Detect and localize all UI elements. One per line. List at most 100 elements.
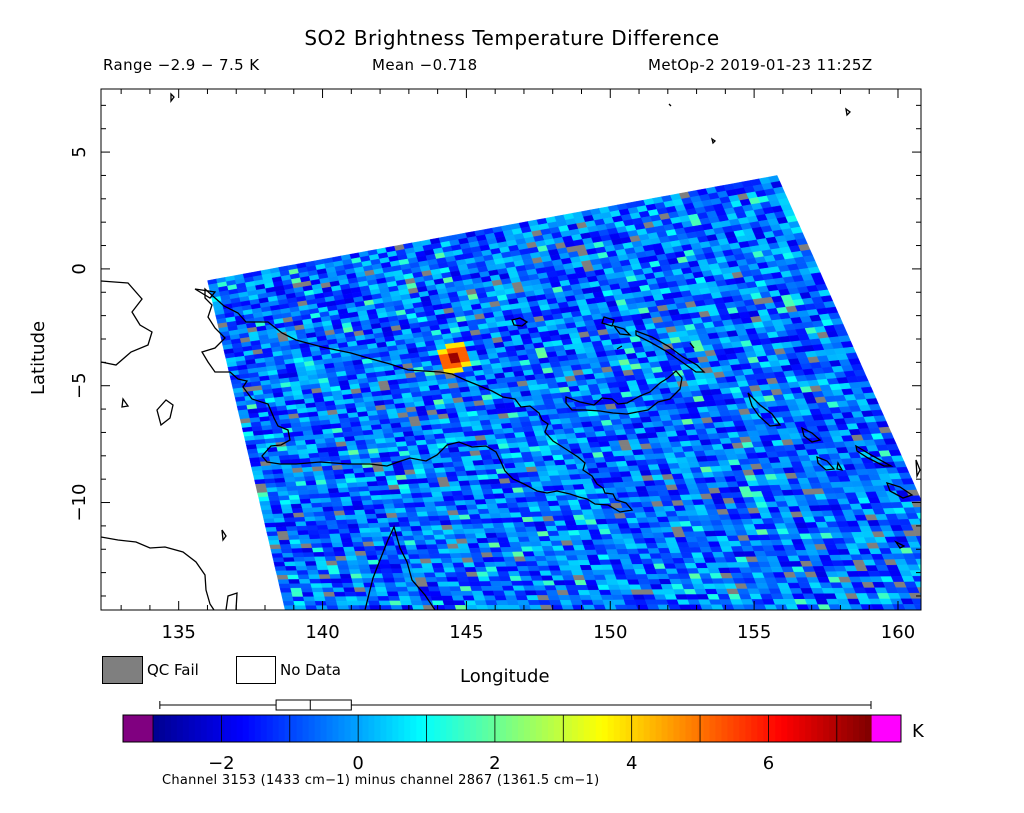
swath-pixel bbox=[502, 457, 515, 465]
swath-pixel bbox=[644, 511, 658, 518]
swath-pixel bbox=[404, 540, 417, 546]
swath-pixel bbox=[350, 495, 363, 502]
swath-pixel bbox=[606, 579, 619, 586]
swath-pixel bbox=[324, 556, 337, 562]
swath-pixel bbox=[574, 489, 587, 496]
swath-pixel bbox=[602, 539, 616, 545]
swath-pixel bbox=[345, 477, 358, 484]
swath-pixel bbox=[668, 547, 682, 554]
swath-pixel bbox=[386, 479, 399, 486]
swath-pixel bbox=[388, 596, 401, 602]
swath-pixel bbox=[402, 535, 415, 542]
swath-pixel bbox=[599, 559, 612, 566]
swath-pixel bbox=[946, 604, 959, 610]
swath-pixel bbox=[637, 579, 651, 585]
swath-pixel bbox=[352, 582, 365, 588]
swath-pixel bbox=[483, 527, 497, 534]
swath-pixel bbox=[445, 538, 458, 545]
swath-pixel bbox=[273, 561, 286, 567]
swath-pixel bbox=[359, 568, 372, 575]
swath-pixel bbox=[585, 549, 598, 556]
swath-pixel bbox=[342, 582, 355, 588]
swath-pixel bbox=[417, 516, 430, 522]
swath-pixel bbox=[463, 562, 476, 568]
swath-pixel bbox=[553, 459, 567, 466]
swath-pixel bbox=[395, 441, 408, 448]
swath-pixel bbox=[263, 474, 275, 480]
swath-pixel bbox=[316, 484, 329, 490]
swath-pixel bbox=[491, 585, 505, 592]
swath-pixel bbox=[480, 552, 494, 558]
swath-pixel bbox=[451, 524, 464, 530]
swath-pixel bbox=[655, 484, 669, 492]
swath-pixel bbox=[412, 568, 425, 574]
swath-pixel bbox=[483, 595, 497, 601]
swath-pixel bbox=[525, 466, 538, 473]
swath-pixel bbox=[666, 599, 680, 606]
swath-pixel bbox=[421, 563, 434, 569]
swath-pixel bbox=[549, 505, 562, 512]
swath-pixel bbox=[595, 518, 608, 525]
swath-pixel bbox=[512, 585, 526, 592]
swath-pixel bbox=[586, 524, 600, 531]
swath-pixel bbox=[441, 457, 454, 464]
swath-pixel bbox=[307, 569, 320, 576]
swath-pixel bbox=[621, 476, 634, 483]
swath-pixel bbox=[574, 549, 588, 556]
swath-pixel bbox=[944, 576, 957, 582]
swath-pixel bbox=[572, 514, 586, 521]
swath-pixel bbox=[285, 481, 297, 488]
swath-pixel bbox=[281, 596, 294, 602]
swath-pixel bbox=[439, 520, 452, 526]
swath-pixel bbox=[335, 478, 348, 485]
swath-pixel bbox=[414, 539, 427, 546]
swath-pixel bbox=[566, 525, 579, 531]
swath-pixel bbox=[549, 570, 563, 576]
swath-pixel bbox=[347, 564, 361, 570]
swath-pixel bbox=[592, 569, 605, 576]
swath-pixel bbox=[567, 560, 581, 566]
swath-pixel bbox=[645, 543, 659, 549]
swath-pixel bbox=[500, 453, 513, 460]
swath-pixel bbox=[520, 451, 533, 458]
swath-pixel bbox=[536, 560, 549, 567]
swath-pixel bbox=[561, 422, 574, 430]
swath-pixel bbox=[442, 495, 455, 502]
swath-pixel bbox=[398, 595, 412, 602]
swath-pixel bbox=[416, 511, 429, 518]
swath-pixel bbox=[454, 605, 468, 610]
swath-pixel bbox=[365, 591, 378, 597]
swath-pixel bbox=[291, 548, 304, 554]
swath-pixel bbox=[309, 498, 322, 504]
swath-pixel bbox=[398, 483, 411, 490]
swath-pixel bbox=[389, 489, 402, 495]
swath-pixel bbox=[926, 559, 939, 565]
swath-pixel bbox=[316, 565, 329, 571]
swath-pixel bbox=[648, 579, 662, 585]
swath-pixel bbox=[280, 504, 293, 510]
swath-pixel bbox=[655, 568, 668, 575]
swath-pixel bbox=[375, 513, 388, 519]
swath-pixel bbox=[513, 462, 527, 469]
swath-pixel bbox=[561, 510, 574, 516]
swath-pixel bbox=[568, 443, 581, 450]
swath-pixel bbox=[647, 490, 660, 497]
swath-pixel bbox=[637, 464, 651, 472]
swath-pixel bbox=[418, 553, 431, 560]
swath-pixel bbox=[669, 578, 683, 585]
swath-pixel bbox=[384, 582, 397, 588]
swath-pixel bbox=[473, 562, 486, 568]
swath-pixel bbox=[616, 579, 630, 586]
swath-pixel bbox=[288, 579, 301, 585]
swath-pixel bbox=[431, 562, 444, 569]
swath-pixel bbox=[269, 544, 282, 550]
swath-pixel bbox=[567, 412, 580, 419]
swath-pixel bbox=[925, 604, 938, 610]
swath-pixel bbox=[409, 558, 422, 565]
swath-pixel bbox=[613, 599, 626, 606]
swath-pixel bbox=[290, 587, 303, 593]
swath-pixel bbox=[930, 593, 943, 599]
swath-pixel bbox=[325, 560, 338, 566]
swath-pixel bbox=[467, 475, 480, 481]
